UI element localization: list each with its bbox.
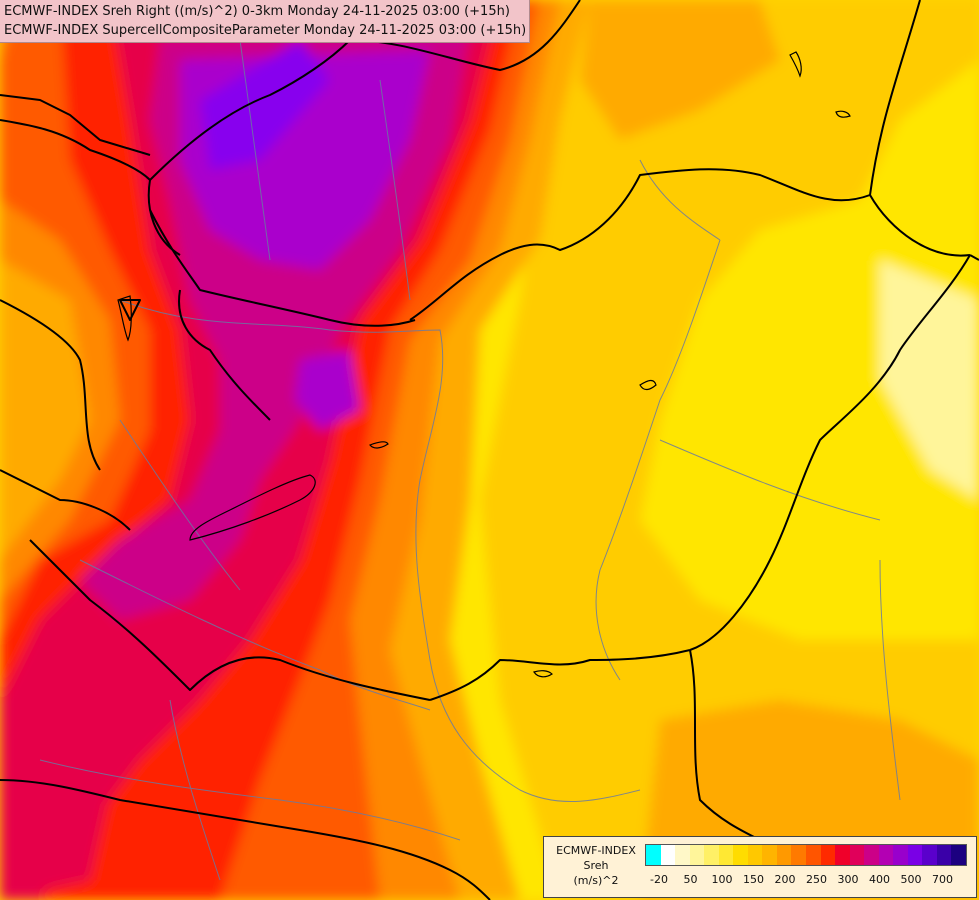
legend-swatch [689, 845, 705, 865]
border-slovakia-hungary [409, 168, 971, 321]
legend-swatch [791, 845, 807, 865]
border-slovenia-austria [0, 469, 131, 531]
legend-tick-label: 200 [774, 873, 796, 886]
lake-north-1 [789, 51, 802, 78]
field-crimson-south [0, 720, 110, 900]
title-line-scp: ECMWF-INDEX SupercellCompositeParameter … [4, 23, 525, 38]
legend-swatch [718, 845, 734, 865]
river-vah [379, 79, 411, 301]
legend-swatch [675, 845, 690, 865]
legend-tick-label: 400 [869, 873, 890, 886]
legend-swatch [864, 845, 879, 865]
border-hungary-romania [689, 254, 971, 651]
legend-color-bar [645, 844, 967, 866]
border-ukraine [869, 0, 921, 196]
legend-swatch [820, 845, 836, 865]
field-yellow-light-east [880, 260, 979, 500]
legend-swatch [893, 845, 908, 865]
river-olt [879, 559, 901, 801]
legend-swatch [936, 845, 952, 865]
legend-swatch [660, 845, 676, 865]
legend-tick-labels: -20 50 100 150 200 250 300 400 500 700 [645, 873, 967, 889]
title-line-sreh: ECMWF-INDEX Sreh Right ((m/s)^2) 0-3km M… [4, 4, 510, 19]
rivers [39, 39, 901, 881]
lake-neusiedl [117, 295, 132, 342]
lake-north-2 [835, 110, 851, 118]
lake-velence [369, 441, 389, 449]
legend-variable: Sreh [583, 859, 609, 872]
border-germany-czechia [0, 94, 151, 156]
field-gold-east [480, 0, 979, 900]
river-morava [239, 39, 271, 261]
legend-tick-label: 700 [932, 873, 953, 886]
river-sava [39, 759, 461, 841]
legend-source: ECMWF-INDEX [556, 844, 636, 857]
lakes [117, 51, 851, 678]
legend-swatch [704, 845, 719, 865]
field-purple-patch [295, 350, 360, 430]
legend-swatch [835, 845, 850, 865]
legend-swatch [762, 845, 777, 865]
legend-swatch [922, 845, 937, 865]
river-drava [79, 559, 431, 711]
legend-tick-label: 100 [711, 873, 733, 886]
river-maros [659, 439, 881, 521]
river-sajo [639, 159, 721, 241]
legend-swatch [849, 845, 865, 865]
river-tisza [595, 239, 721, 681]
border-serbia-romania [689, 649, 761, 841]
legend-tick-label: -20 [650, 873, 668, 886]
legend-swatch [951, 845, 967, 865]
legend-unit: (m/s)^2 [573, 874, 619, 887]
legend-tick-label: 500 [900, 873, 922, 886]
legend-swatch [907, 845, 923, 865]
field-orange-northeast [580, 0, 780, 140]
border-austria-slovakia [149, 209, 416, 327]
border-austria-hungary [178, 289, 271, 421]
lake-tisza [639, 379, 657, 391]
legend-swatch [747, 845, 763, 865]
border-croatia-bosnia [0, 779, 491, 900]
title-box: ECMWF-INDEX Sreh Right ((m/s)^2) 0-3km M… [0, 0, 530, 43]
river-danube [119, 299, 641, 803]
legend-swatch [806, 845, 821, 865]
lake-balaton [189, 474, 316, 541]
river-una [169, 699, 221, 881]
border-east-edge [969, 254, 979, 261]
legend-label-block: ECMWF-INDEX Sreh (m/s)^2 [548, 843, 644, 888]
border-west-germany [0, 299, 101, 471]
legend-tick-label: 300 [837, 873, 859, 886]
border-hungary-croatia [29, 539, 431, 701]
legend-tick-label: 150 [743, 873, 764, 886]
legend-swatch [878, 845, 894, 865]
border-hungary-serbia [429, 649, 691, 701]
legend-swatch [776, 845, 792, 865]
lake-south [533, 670, 553, 678]
field-violet [200, 40, 330, 170]
legend-swatch [646, 845, 661, 865]
legend-tick-label: 50 [683, 873, 698, 886]
legend-tick-label: 250 [806, 873, 827, 886]
color-legend: ECMWF-INDEX Sreh (m/s)^2 -20 50 100 150 200 2… [543, 836, 977, 898]
border-czechia-austria [0, 119, 181, 256]
river-mur [119, 419, 241, 591]
legend-swatch [733, 845, 748, 865]
